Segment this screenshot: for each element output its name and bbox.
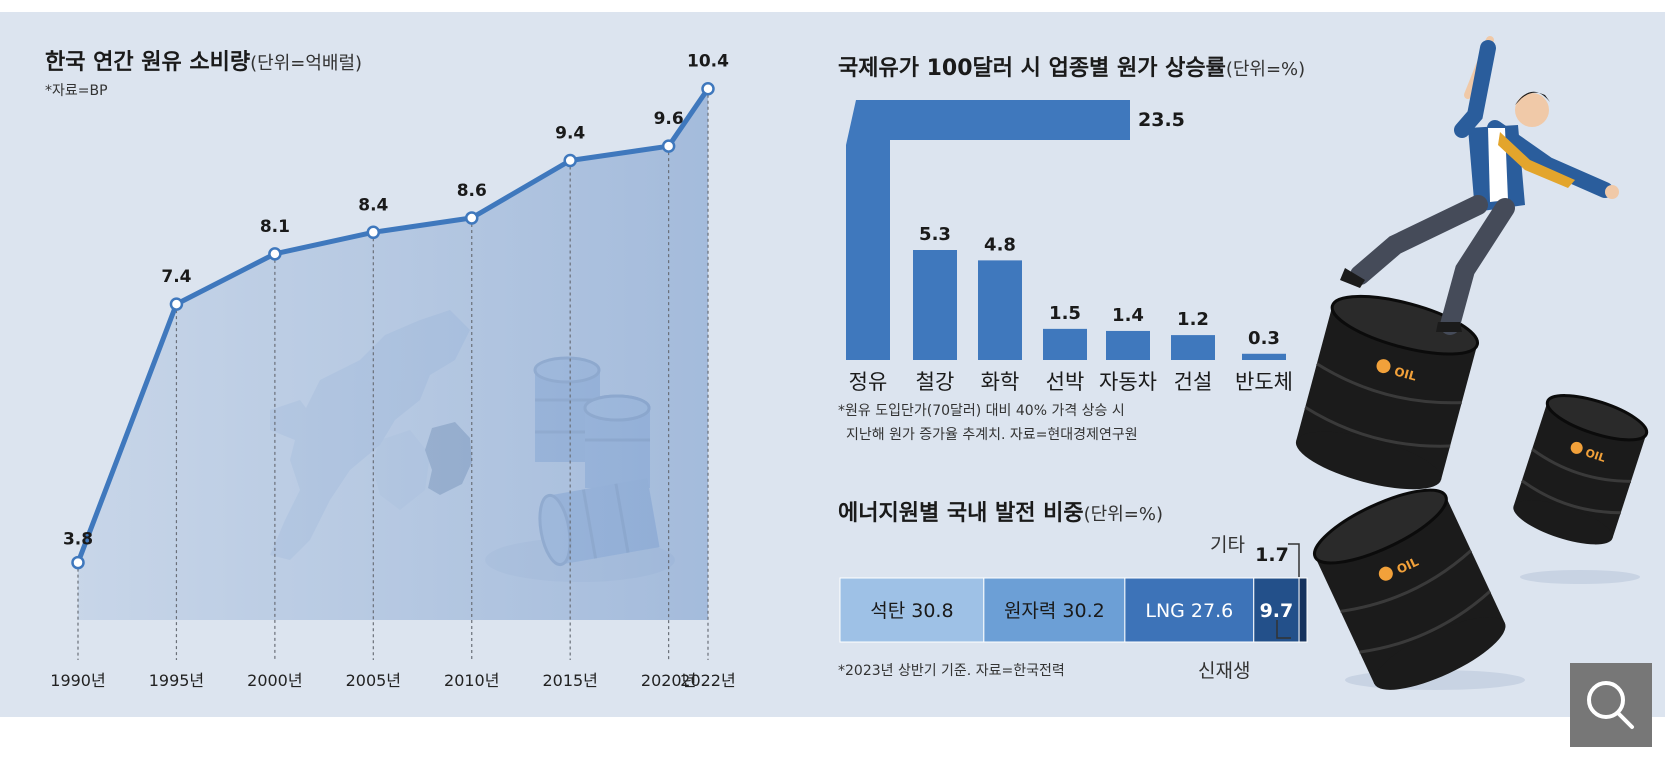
- data-point: [563, 153, 577, 168]
- line-chart-unit: (단위=억배럴): [250, 53, 363, 74]
- bar-category-label: 화학: [981, 370, 1020, 394]
- bar: [913, 250, 957, 360]
- bar-value-labels: 23.5 5.3 4.8 1.5 1.4 1.2 0.3: [919, 109, 1280, 349]
- stack-callouts: [1276, 543, 1300, 639]
- data-point: [701, 81, 715, 96]
- stack-segment: [1124, 577, 1255, 643]
- bar-category-labels: 정유 철강 화학 선박 자동차 건설 반도체: [849, 370, 1293, 394]
- stack-chart-unit: (단위=%): [1083, 504, 1163, 525]
- bar-value-label: 1.4: [1112, 305, 1144, 326]
- bar-category-label: 선박: [1046, 370, 1085, 394]
- bar-chart-title: 국제유가 100달러 시 업종별 원가 상승률(단위=%): [838, 56, 1306, 81]
- businessman-icon: [1340, 36, 1619, 335]
- zoom-button[interactable]: [1570, 663, 1652, 747]
- oil-barrel-icon: OIL: [1295, 294, 1479, 490]
- bar-chart-footnote-1: *원유 도입단가(70달러) 대비 40% 가격 상승 시: [838, 403, 1125, 419]
- line-chart-title: 한국 연간 원유 소비량(단위=억배럴): [45, 50, 363, 75]
- bar: [1106, 330, 1150, 360]
- line-value-labels: 3.8 7.4 8.1 8.4 8.6 9.4 9.6 10.4: [63, 52, 729, 550]
- line-chart-source: *자료=BP: [45, 83, 108, 99]
- value-label: 8.1: [260, 217, 290, 237]
- bar-category-label: 정유: [849, 370, 888, 394]
- value-label: 10.4: [687, 52, 729, 72]
- value-label: 9.4: [555, 124, 585, 144]
- stack-chart-footnote: *2023년 상반기 기준. 자료=한국전력: [838, 663, 1065, 679]
- stack-segment-label: 9.7: [1260, 600, 1294, 622]
- bar-value-label: 23.5: [1138, 109, 1185, 131]
- bar-category-label: 건설: [1174, 370, 1213, 394]
- bar-value-label: 0.3: [1248, 328, 1280, 349]
- stack-segment: [839, 577, 985, 643]
- bar-category-label: 철강: [916, 370, 955, 394]
- data-point: [169, 297, 184, 311]
- stack-label-renewable: 신재생: [1198, 660, 1251, 682]
- cost-increase-bar-chart: 23.5 5.3 4.8 1.5 1.4 1.2 0.3 정유 철강 화학 선박 자동차 건설 반도체: [846, 100, 1293, 394]
- value-label: 3.8: [63, 530, 93, 550]
- x-tick-label: 1995년: [149, 671, 204, 690]
- stack-segment-label: LNG 27.6: [1145, 600, 1233, 622]
- x-tick-label: 2005년: [346, 671, 401, 690]
- stack-label-other: 기타: [1210, 534, 1245, 556]
- bar-value-label: 1.2: [1177, 309, 1209, 330]
- bar-value-label: 4.8: [984, 234, 1016, 255]
- magnifier-icon: [1587, 681, 1634, 729]
- stack-segment-label: 석탄 30.8: [870, 600, 953, 622]
- power-share-stacked-bar: 석탄 30.8 원자력 30.2 LNG 27.6 9.7 1.7: [839, 543, 1308, 643]
- stack-segment-label: 원자력 30.2: [1004, 600, 1105, 622]
- series-line: [75, 87, 711, 564]
- x-tick-label: 2022년: [680, 671, 735, 690]
- svg-text:OIL: OIL: [1393, 364, 1419, 383]
- line-guides: [77, 88, 709, 660]
- stack-chart-title: 에너지원별 국내 발전 비중(단위=%): [838, 501, 1163, 526]
- stack-segment: [1298, 577, 1308, 643]
- stack-segments: [839, 577, 1308, 643]
- bar: [978, 260, 1022, 360]
- businessman-on-barrels-illustration: OIL OIL OIL: [1295, 36, 1649, 690]
- bar: [846, 100, 1130, 360]
- x-tick-label: 2010년: [444, 671, 499, 690]
- bar-chart-unit: (단위=%): [1225, 59, 1306, 80]
- bar-chart-footnote-2: 지난해 원가 증가율 추계치. 자료=현대경제연구원: [846, 427, 1138, 443]
- bar: [1171, 335, 1215, 360]
- x-tick-label: 1990년: [50, 671, 105, 690]
- value-label: 8.6: [457, 181, 487, 201]
- bar-value-label: 5.3: [919, 224, 951, 245]
- bars: [846, 100, 1286, 360]
- bar-category-label: 자동차: [1099, 370, 1157, 394]
- data-point: [465, 211, 479, 225]
- bar-value-label: 1.5: [1049, 303, 1081, 324]
- value-label: 9.6: [654, 109, 684, 129]
- value-label: 7.4: [161, 267, 191, 287]
- line-points: [71, 81, 715, 570]
- bar-category-label: 반도체: [1235, 370, 1293, 394]
- stack-segment-labels: 석탄 30.8 원자력 30.2 LNG 27.6 9.7 1.7: [870, 544, 1293, 622]
- oil-barrel-icon: OIL: [1313, 488, 1506, 690]
- oil-consumption-line-chart: 3.8 7.4 8.1 8.4 8.6 9.4 9.6 10.4 1990년 1995년 2000…: [50, 52, 735, 690]
- svg-text:OIL: OIL: [1584, 446, 1607, 465]
- line-area-fill: [78, 88, 708, 620]
- value-label: 8.4: [358, 195, 388, 215]
- x-tick-label: 2000년: [247, 671, 302, 690]
- bar: [1043, 328, 1087, 360]
- stack-segment-label: 1.7: [1255, 544, 1289, 566]
- x-tick-label: 2020년: [641, 671, 696, 690]
- x-tick-label: 2015년: [542, 671, 597, 690]
- data-point: [661, 139, 676, 153]
- oil-barrel-icon: OIL: [1513, 394, 1649, 545]
- data-point: [71, 555, 85, 570]
- data-point: [366, 225, 381, 240]
- data-point: [268, 247, 282, 261]
- bar: [1242, 353, 1286, 360]
